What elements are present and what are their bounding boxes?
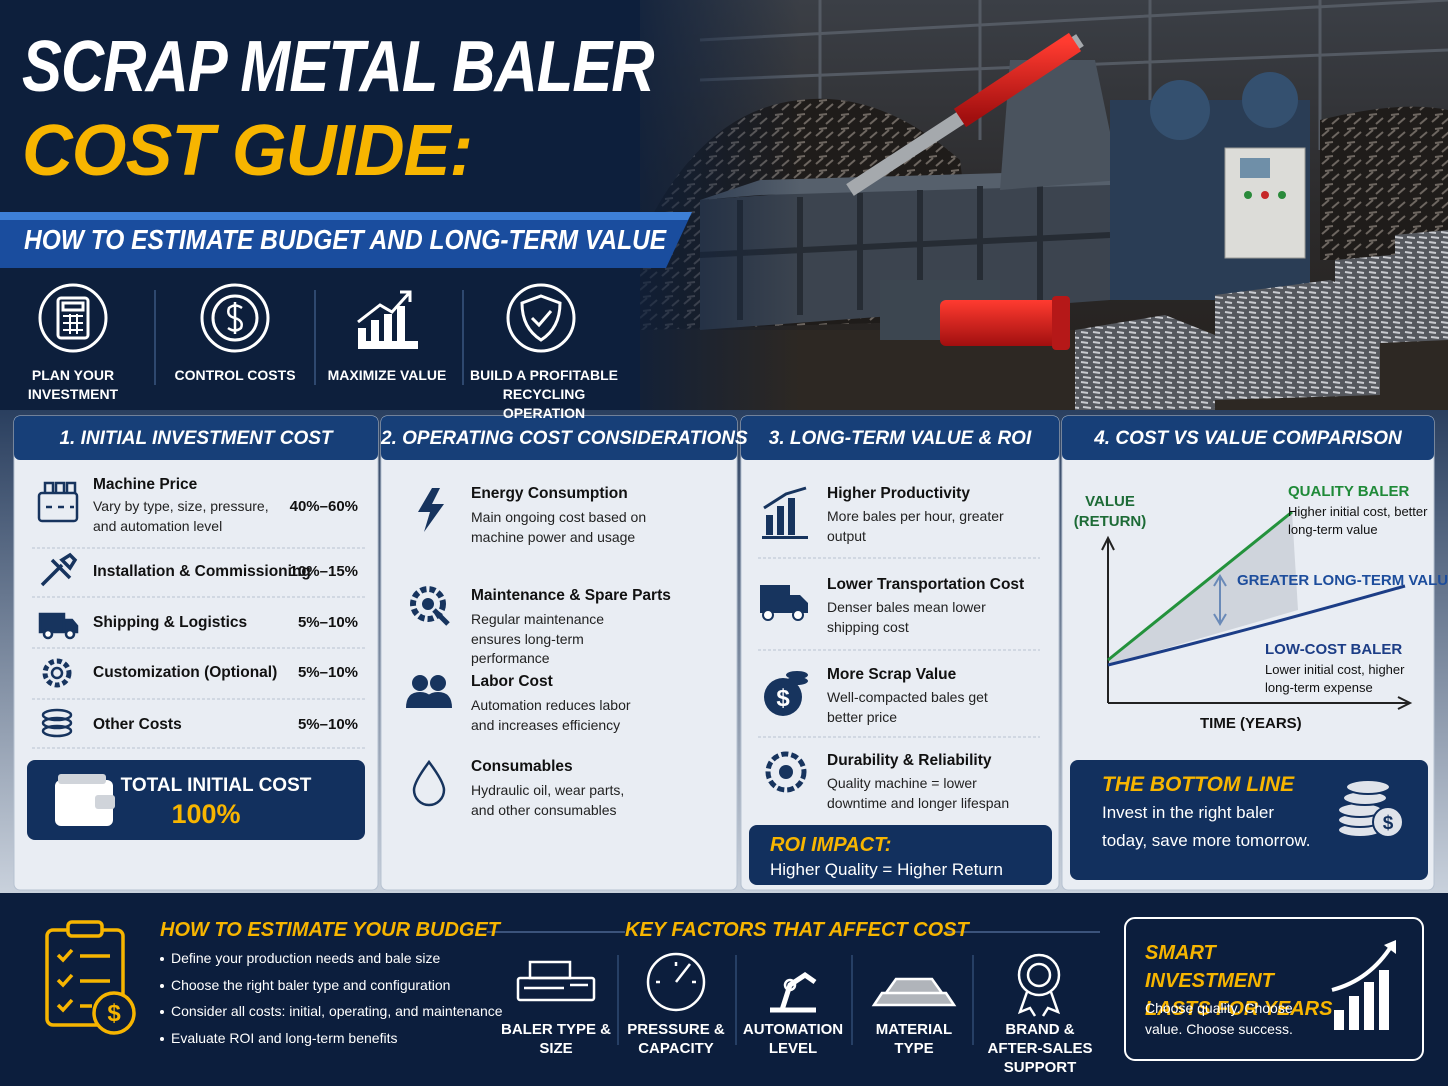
- cost-item: Other Costs: [93, 716, 182, 733]
- factor-label: BRAND & AFTER-SALES SUPPORT: [987, 1021, 1093, 1076]
- value-description: Denser bales mean lower shipping cost: [827, 599, 986, 635]
- cost-item: Installation & Commissioning: [93, 563, 311, 580]
- axis-label: TIME (YEARS): [1200, 715, 1302, 732]
- value-item: Durability & Reliability: [827, 752, 992, 769]
- benefit-label: CONTROL COSTS: [174, 367, 296, 383]
- panel-title: 1. INITIAL INVESTMENT COST: [59, 428, 333, 449]
- benefit-icons: [38, 283, 576, 353]
- bottom-line-text: Invest in the right baler today, save mo…: [1102, 803, 1311, 850]
- smart-text: Choose quality. Choose value. Choose suc…: [1145, 1000, 1293, 1037]
- panel-title: 3. LONG-TERM VALUE & ROI: [768, 428, 1032, 449]
- value-description: Well-compacted bales get better price: [827, 689, 988, 725]
- operating-description: Automation reduces labor and increases e…: [471, 697, 631, 733]
- panel-title: 4. COST VS VALUE COMPARISON: [1094, 428, 1402, 449]
- gap-label: GREATER LONG-TERM VALUE: [1237, 572, 1448, 589]
- operating-item: Energy Consumption: [471, 485, 628, 502]
- operating-description: Main ongoing cost based on machine power…: [471, 509, 647, 545]
- operating-item: Maintenance & Spare Parts: [471, 587, 671, 604]
- cost-share: 5%–10%: [297, 614, 358, 631]
- factor-label: BALER TYPE & SIZE: [501, 1021, 612, 1057]
- section3-icons: [760, 486, 808, 793]
- factor-icons: [516, 952, 1061, 1017]
- axis-label: VALUE (RETURN): [1073, 493, 1147, 530]
- dollar-icon: $: [107, 1000, 121, 1027]
- title: COST GUIDE:: [22, 111, 473, 191]
- coins-icon: [1337, 779, 1404, 838]
- series-note: Higher initial cost, better long-term va…: [1288, 504, 1428, 537]
- budget-step: Consider all costs: initial, operating, …: [160, 1003, 503, 1020]
- value-description: More bales per hour, greater output: [827, 508, 1004, 544]
- cost-share: 5%–10%: [297, 716, 358, 733]
- total-value: 100%: [171, 799, 241, 829]
- subtitle: HOW TO ESTIMATE BUDGET AND LONG-TERM VAL…: [24, 224, 667, 255]
- operating-item: Consumables: [471, 758, 573, 775]
- budget-step: Choose the right baler type and configur…: [160, 977, 450, 994]
- cost-item: Machine Price: [93, 476, 198, 493]
- budget-step: Evaluate ROI and long-term benefits: [160, 1030, 397, 1047]
- roi-title: ROI IMPACT:: [770, 834, 892, 856]
- cost-share: 10%–15%: [289, 563, 358, 580]
- series-label: QUALITY BALER: [1288, 483, 1410, 500]
- series-label: LOW-COST BALER: [1265, 641, 1403, 658]
- factor-label: AUTOMATION LEVEL: [742, 1021, 844, 1057]
- value-description: Quality machine = lower downtime and lon…: [827, 775, 1010, 811]
- panel-title: 2. OPERATING COST CONSIDERATIONS: [381, 428, 748, 449]
- budget-step: Define your production needs and bale si…: [160, 950, 440, 967]
- dollar-icon: $: [776, 685, 790, 712]
- total-label: TOTAL INITIAL COST: [120, 775, 312, 796]
- section2-icons: [406, 488, 452, 807]
- cost-item: Shipping & Logistics: [93, 614, 248, 631]
- benefit-label: PLAN YOUR INVESTMENT: [27, 367, 119, 402]
- cost-description: Vary by type, size, pressure, and automa…: [93, 498, 269, 534]
- factor-label: MATERIAL TYPE: [875, 1021, 953, 1057]
- growth-icon: [1331, 940, 1396, 1030]
- comparison-diagram: [1101, 510, 1413, 710]
- benefit-label: BUILD A PROFITABLE RECYCLING OPERATION: [469, 367, 619, 421]
- factor-label: PRESSURE & CAPACITY: [627, 1021, 725, 1057]
- title: SCRAP METAL BALER: [22, 27, 655, 107]
- value-item: Higher Productivity: [827, 485, 970, 502]
- bottom-line-title: THE BOTTOM LINE: [1102, 773, 1295, 796]
- budget-title: HOW TO ESTIMATE YOUR BUDGET: [160, 919, 501, 941]
- budget-icon: [45, 920, 136, 1035]
- factors-title: KEY FACTORS THAT AFFECT COST: [625, 919, 969, 941]
- operating-item: Labor Cost: [471, 673, 553, 690]
- series-note: Lower initial cost, higher long-term exp…: [1265, 662, 1405, 695]
- cost-share: 40%–60%: [289, 498, 358, 515]
- operating-description: Regular maintenance ensures long-term pe…: [471, 611, 605, 666]
- dollar-icon: $: [1383, 813, 1394, 834]
- cost-item: Customization (Optional): [93, 664, 278, 681]
- smart-title: SMART INVESTMENT LASTS FOR YEARS: [1145, 942, 1333, 1020]
- value-item: Lower Transportation Cost: [827, 576, 1025, 593]
- section1-icons: [37, 481, 79, 738]
- operating-description: Hydraulic oil, wear parts, and other con…: [471, 782, 625, 818]
- baler-photo: [640, 0, 1448, 412]
- benefit-label: MAXIMIZE VALUE: [327, 367, 447, 383]
- roi-text: Higher Quality = Higher Return: [770, 860, 1003, 879]
- value-item: More Scrap Value: [827, 666, 957, 683]
- cost-share: 5%–10%: [297, 664, 358, 681]
